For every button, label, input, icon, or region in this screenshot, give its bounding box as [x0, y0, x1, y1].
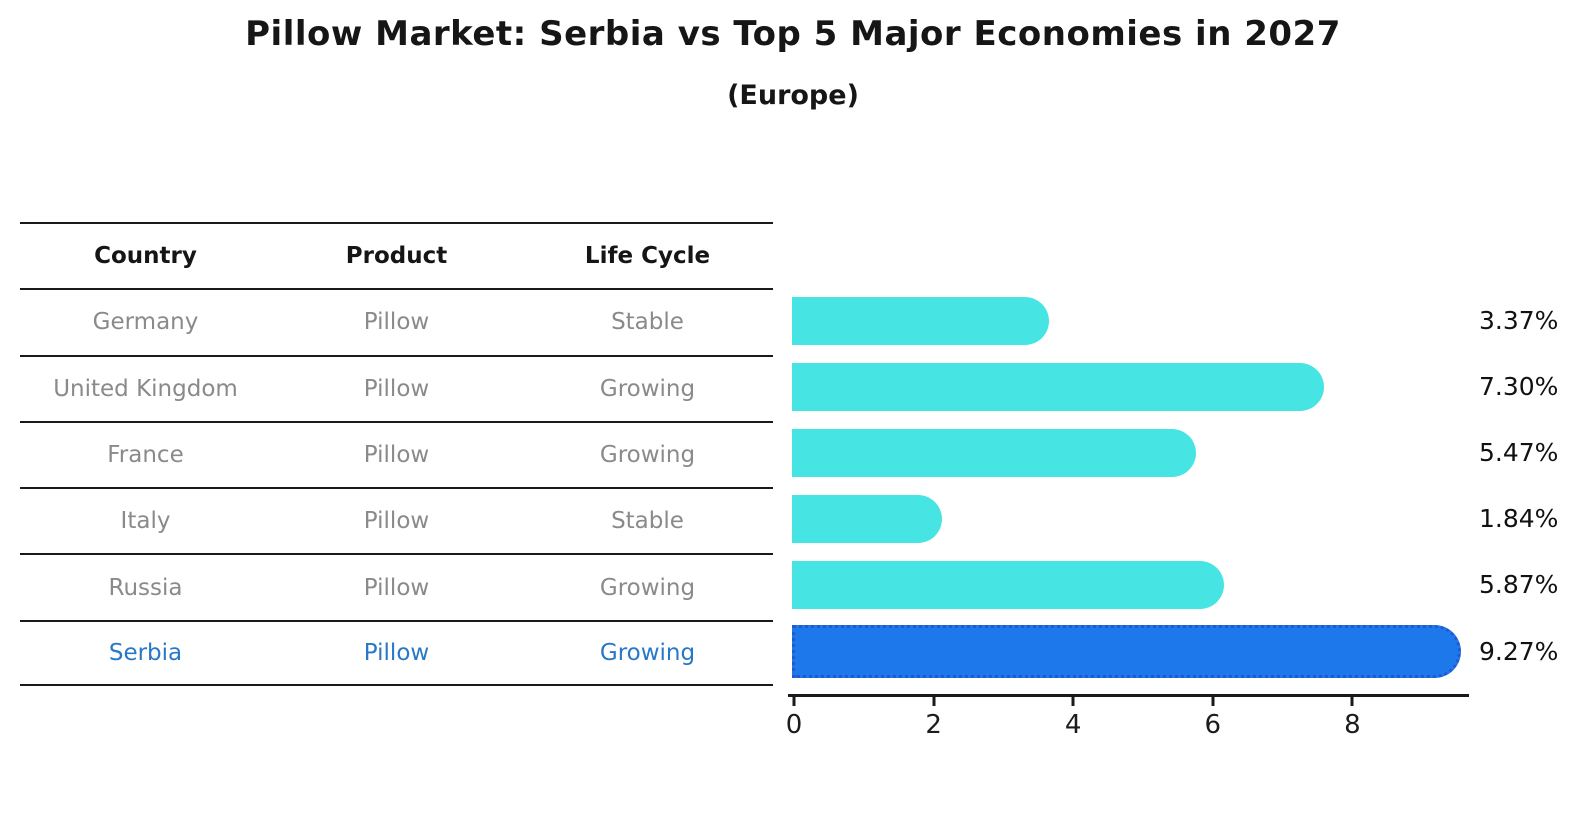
header-product: Product	[345, 243, 448, 270]
life-cycle-cell: Growing	[599, 375, 696, 402]
value-label-germany: 3.37%	[1479, 306, 1559, 335]
bar-france	[792, 429, 1196, 477]
header-country: Country	[94, 243, 197, 270]
table-row-russia: Russia Pillow Growing	[20, 553, 773, 619]
table-row-france: France Pillow Growing	[20, 420, 773, 487]
x-axis-line	[788, 694, 1469, 697]
x-axis-tick-label: 8	[1344, 710, 1361, 740]
life-cycle-cell: Stable	[611, 508, 684, 535]
country-cell: Germany	[92, 309, 199, 336]
chart-title: Pillow Market: Serbia vs Top 5 Major Eco…	[245, 14, 1341, 54]
life-cycle-cell: Growing	[599, 574, 696, 601]
x-axis-tick-label: 0	[785, 710, 803, 740]
value-label-serbia: 9.27%	[1479, 637, 1559, 666]
life-cycle-cell: Stable	[611, 309, 684, 336]
x-axis-tick	[1211, 695, 1215, 706]
product-cell: Pillow	[363, 508, 430, 535]
product-cell: Pillow	[363, 574, 430, 601]
life-cycle-cell: Growing	[599, 639, 696, 666]
product-cell: Pillow	[363, 375, 430, 402]
table-row-united-kingdom: United Kingdom Pillow Growing	[20, 354, 773, 421]
bar-serbia	[792, 625, 1462, 678]
country-cell: France	[107, 442, 184, 469]
x-axis-tick	[1071, 695, 1075, 706]
bar-russia	[792, 561, 1224, 609]
value-label-united-kingdom: 7.30%	[1479, 372, 1559, 401]
x-axis-tick-label: 6	[1204, 710, 1222, 740]
table-row-italy: Italy Pillow Stable	[20, 487, 773, 553]
country-cell: Russia	[108, 574, 183, 601]
value-label-france: 5.47%	[1479, 438, 1559, 467]
x-axis-tick	[1350, 695, 1354, 706]
product-cell: Pillow	[363, 639, 430, 666]
product-cell: Pillow	[363, 309, 430, 336]
product-cell: Pillow	[363, 442, 430, 469]
value-label-russia: 5.87%	[1479, 570, 1559, 599]
table-row-germany: Germany Pillow Stable	[20, 288, 773, 354]
bar-germany	[792, 297, 1050, 345]
country-cell: Italy	[120, 508, 171, 535]
table-header-row: Country Product Life Cycle	[20, 222, 773, 288]
header-life-cycle: Life Cycle	[584, 243, 711, 270]
country-cell: Serbia	[108, 639, 183, 666]
x-axis-tick	[932, 695, 936, 706]
value-label-italy: 1.84%	[1479, 504, 1559, 533]
bar-united-kingdom	[792, 363, 1324, 411]
country-cell: United Kingdom	[53, 375, 238, 402]
bar-italy	[792, 495, 943, 543]
x-axis-tick-label: 4	[1064, 710, 1082, 740]
x-axis-tick-label: 2	[925, 710, 942, 740]
chart-subtitle: (Europe)	[727, 80, 859, 111]
table-row-serbia: Serbia Pillow Growing	[20, 619, 773, 687]
x-axis-tick	[792, 695, 796, 706]
life-cycle-cell: Growing	[599, 442, 696, 469]
country-table: Country Product Life Cycle Germany Pillo…	[20, 222, 773, 687]
